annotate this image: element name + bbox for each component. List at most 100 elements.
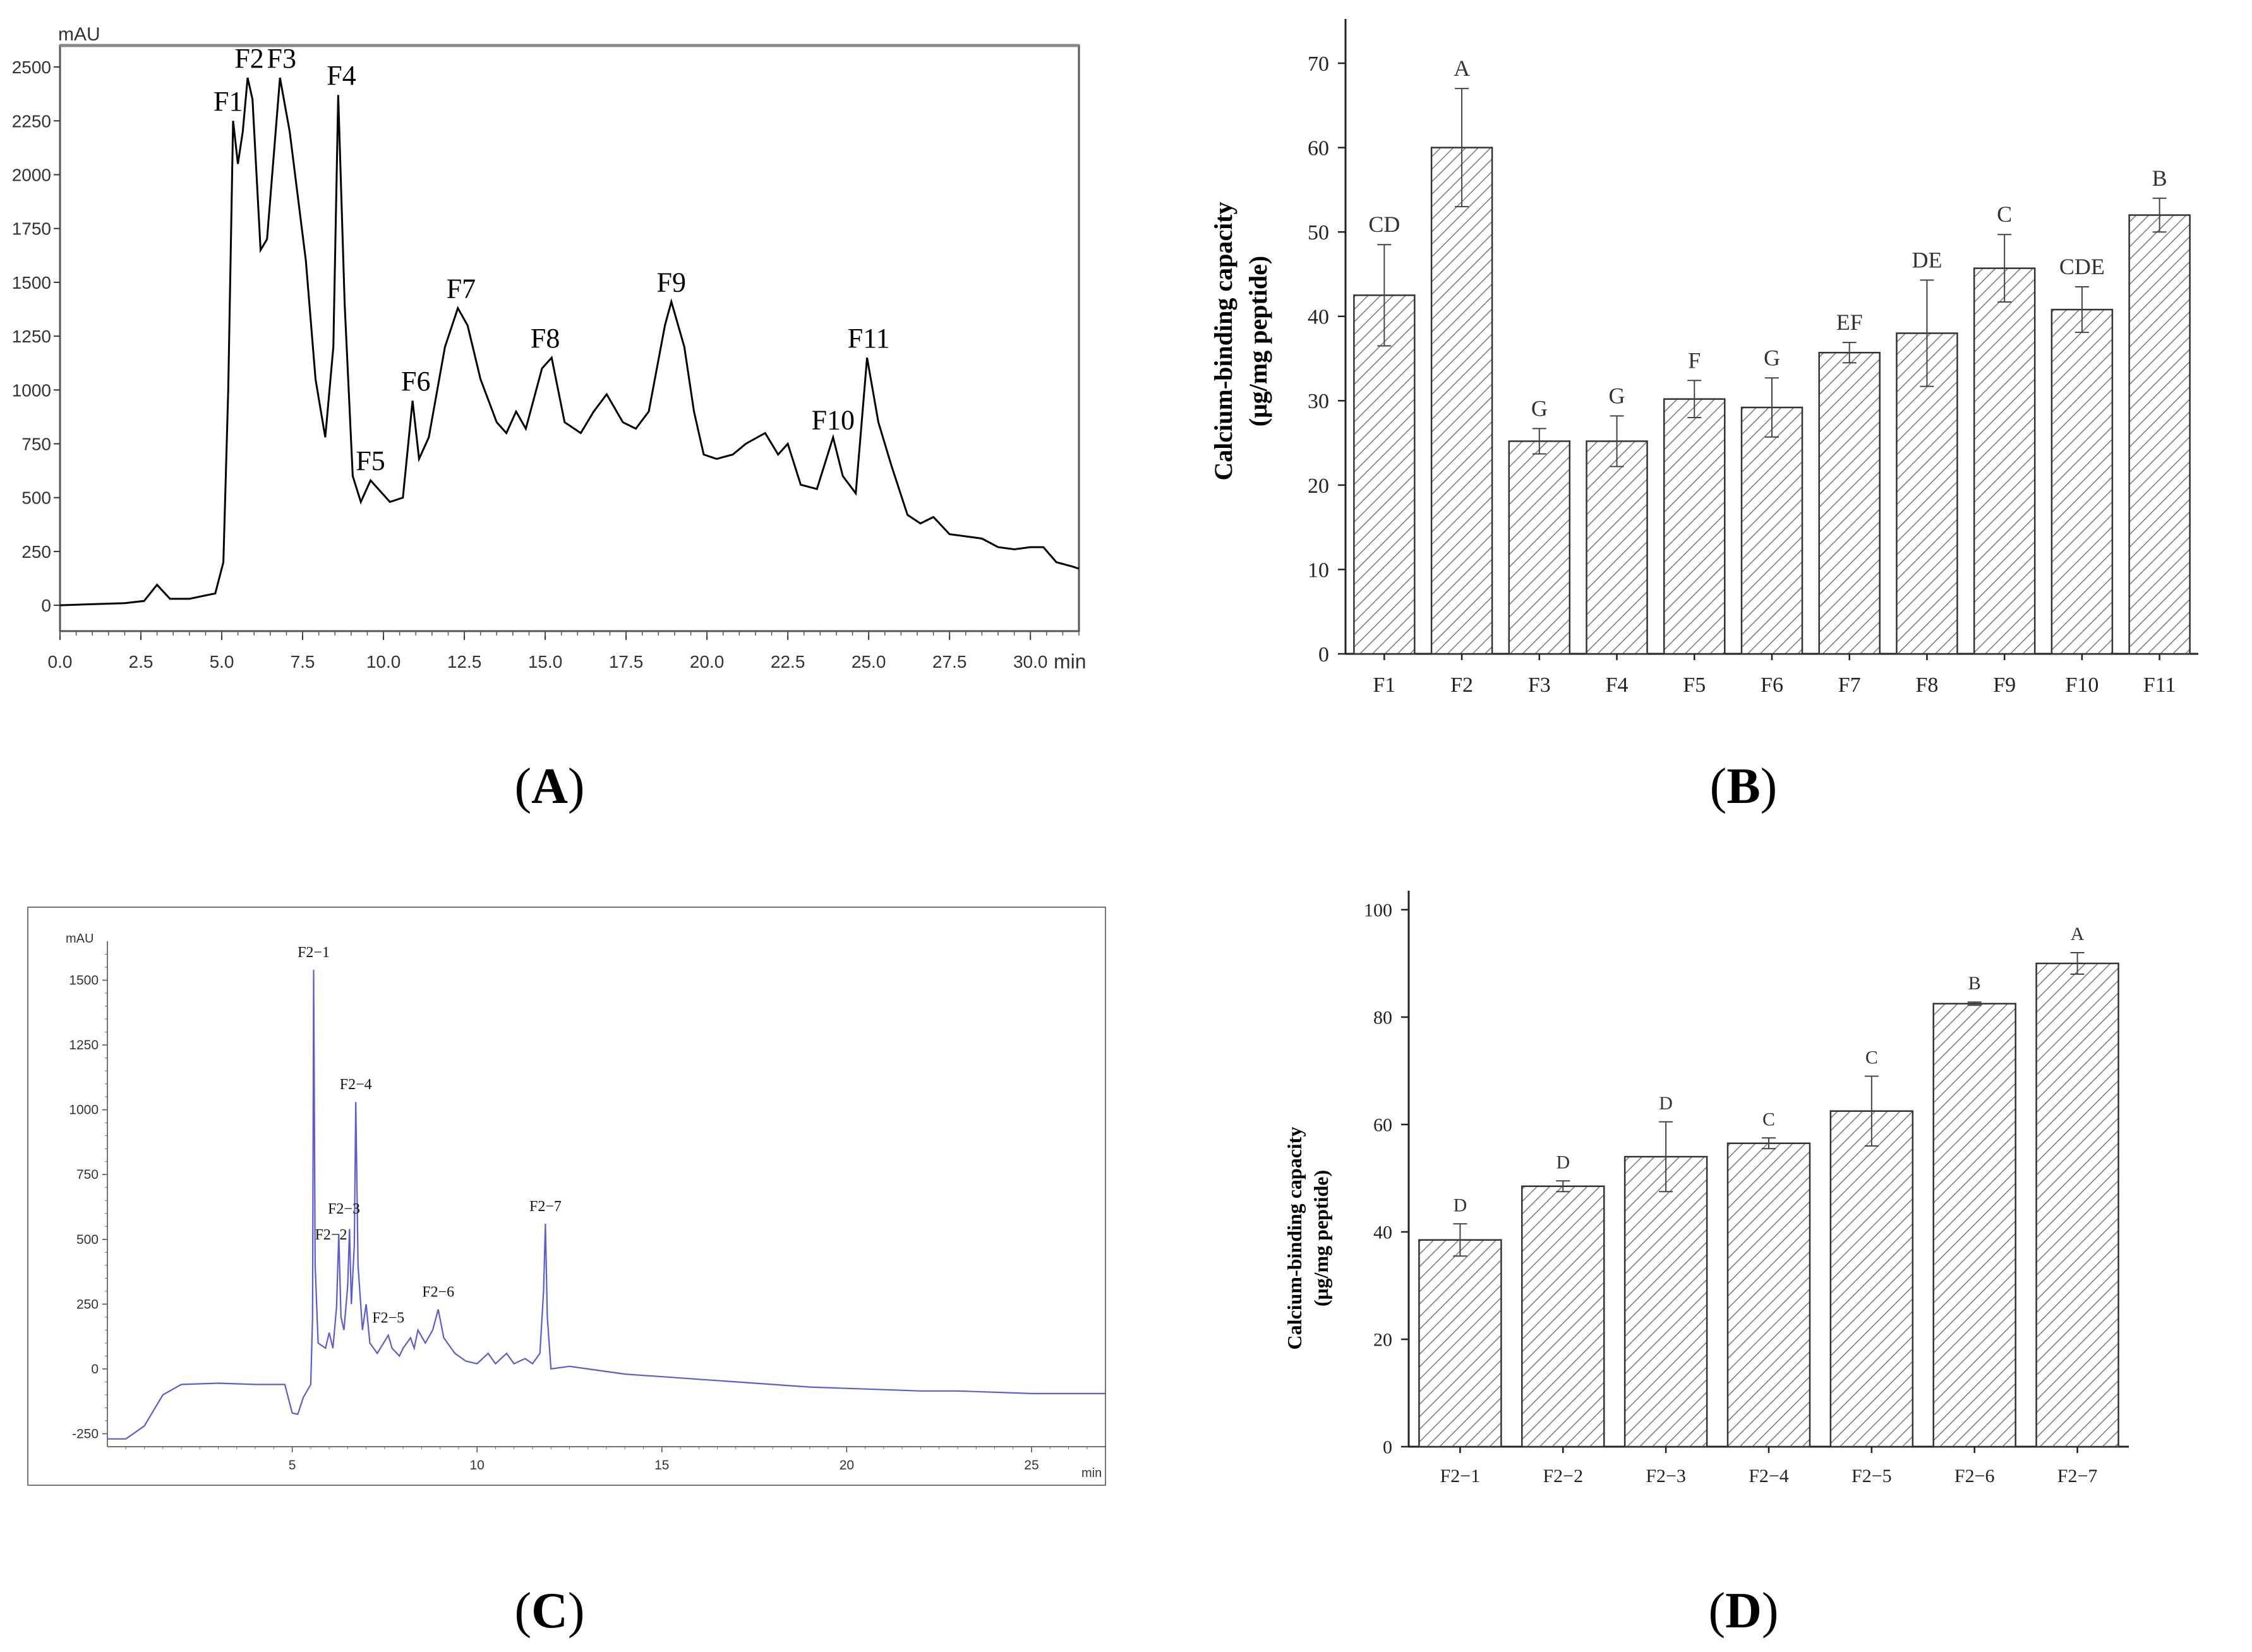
chart-b-significance-letter: G — [1609, 383, 1625, 408]
caption-c: (C) — [514, 1583, 585, 1639]
chart-d-ylabel-line2: (μg/mg peptide) — [1310, 1170, 1332, 1306]
chart-a-unit-label: mAU — [58, 24, 100, 45]
chart-a-peak-label: F4 — [327, 60, 356, 91]
chart-b-category-label: F3 — [1528, 673, 1551, 697]
chart-a-ytick-label: 250 — [21, 542, 51, 562]
chart-d-category-label: F2−6 — [1954, 1466, 1995, 1486]
chart-c-ytick-label: 1500 — [69, 974, 99, 988]
chart-c-ytick-label: -250 — [72, 1426, 99, 1441]
chart-a-xtick-label: 0.0 — [48, 652, 73, 672]
chart-b-bar — [2050, 308, 2114, 655]
caption-d-letter: D — [1725, 1583, 1762, 1639]
chart-b-significance-letter: A — [1454, 56, 1470, 81]
chart-b-bar — [1663, 398, 1726, 655]
chart-a-peak-label: F5 — [356, 445, 385, 476]
caption-d: (D) — [1708, 1583, 1779, 1639]
chart-c-chromatogram: mAU min -250 0 250 500 750 1000 1250 1500 5 10 15 2… — [27, 907, 1106, 1486]
chart-d-category-label: F2−5 — [1852, 1466, 1892, 1486]
chart-c-peak-label: F2−1 — [298, 944, 330, 961]
chart-c-xtick-label: 25 — [1024, 1458, 1039, 1473]
chart-d-bar-chart: Calcium-binding capacity (μg/mg peptide)… — [1283, 891, 2129, 1486]
chart-c-ytick-label: 1250 — [69, 1038, 99, 1052]
chart-c-x-unit-label: min — [1081, 1466, 1102, 1480]
chart-c-ytick-label: 500 — [76, 1233, 99, 1247]
chart-d-significance-letter: C — [1762, 1109, 1775, 1130]
chart-a-peak-label: F9 — [657, 267, 686, 298]
chart-b-ytick-label: 70 — [1308, 52, 1329, 76]
chart-d-significance-letter: A — [2071, 924, 2085, 944]
chart-a-ytick-label: 2250 — [12, 111, 51, 131]
chart-d-bar — [1521, 1185, 1605, 1448]
caption-c-letter: C — [531, 1583, 568, 1639]
chart-a-xtick-label: 5.0 — [210, 652, 234, 672]
chart-b-bar — [1586, 440, 1648, 655]
chart-b-category-label: F9 — [1993, 673, 2016, 697]
chart-d-category-label: F2−4 — [1749, 1466, 1789, 1486]
chart-d-ytick-label: 60 — [1373, 1115, 1392, 1136]
chart-a-xtick-label: 2.5 — [129, 652, 154, 672]
chart-a-series-line — [59, 77, 1080, 606]
chart-d-ytick-label: 100 — [1364, 900, 1392, 921]
chart-d-bar — [1623, 1155, 1708, 1448]
chart-b-significance-letter: B — [2152, 166, 2167, 191]
chart-c-xtick-label: 20 — [840, 1458, 854, 1473]
chart-a-peak-label: F6 — [401, 366, 430, 397]
chart-d-ytick-label: 40 — [1373, 1222, 1392, 1243]
chart-a-peak-label: F10 — [812, 404, 855, 435]
chart-a-xtick-label: 15.0 — [528, 652, 563, 672]
chart-d-significance-letter: D — [1556, 1152, 1570, 1173]
chart-b-category-label: F11 — [2143, 673, 2176, 697]
chart-b-category-label: F10 — [2065, 673, 2098, 697]
chart-b-significance-letter: EF — [1836, 310, 1863, 335]
chart-c-ytick-label: 1000 — [69, 1103, 99, 1118]
chart-b-bar — [1353, 294, 1416, 655]
chart-c-peak-label: F2−6 — [422, 1284, 454, 1300]
chart-a-peak-label: F8 — [531, 323, 560, 354]
caption-b-letter: B — [1726, 759, 1761, 814]
chart-d-ytick-label: 80 — [1373, 1008, 1392, 1028]
chart-d-significance-letter: B — [1968, 973, 1981, 994]
chart-a-peak-label: F11 — [848, 323, 890, 354]
chart-b-significance-letter: CDE — [2059, 254, 2105, 279]
chart-a-xtick-label: 27.5 — [932, 652, 967, 672]
chart-d-bar — [1932, 1003, 2016, 1448]
chart-b-category-label: F4 — [1606, 673, 1629, 697]
chart-c-peak-label: F2−2 — [315, 1227, 347, 1243]
chart-a-xtick-label: 30.0 — [1013, 652, 1048, 672]
chart-a-ytick-label: 0 — [41, 596, 51, 615]
chart-a-ytick-label: 1500 — [12, 273, 51, 292]
chart-b-bar-chart: Calcium-binding capacity (μg/mg peptide)… — [1209, 19, 2198, 697]
chart-a-xtick-label: 10.0 — [366, 652, 401, 672]
chart-b-ytick-label: 40 — [1308, 306, 1329, 329]
caption-b: (B) — [1709, 759, 1778, 814]
chart-b-bar — [1818, 351, 1881, 655]
chart-b-category-label: F5 — [1683, 673, 1706, 697]
chart-a-peak-label: F1 — [214, 86, 243, 117]
chart-d-category-label: F2−2 — [1543, 1466, 1583, 1486]
chart-b-category-label: F8 — [1915, 673, 1938, 697]
chart-a-xtick-label: 22.5 — [771, 652, 805, 672]
chart-c-xtick-label: 5 — [289, 1458, 296, 1473]
chart-b-category-label: F7 — [1838, 673, 1861, 697]
chart-b-bar — [1508, 440, 1571, 655]
chart-c-frame — [27, 907, 1106, 1486]
chart-c-xtick-label: 15 — [654, 1458, 669, 1473]
chart-a-ytick-label: 1000 — [12, 380, 51, 400]
chart-b-ytick-label: 30 — [1308, 390, 1329, 413]
chart-d-ytick-label: 0 — [1383, 1437, 1392, 1458]
chart-a-xtick-label: 25.0 — [852, 652, 886, 672]
chart-b-ytick-label: 60 — [1308, 137, 1329, 160]
chart-c-peak-label: F2−4 — [340, 1076, 372, 1093]
chart-a-ytick-label: 750 — [21, 434, 51, 454]
chart-b-significance-letter: DE — [1912, 247, 1942, 272]
chart-a-ytick-label: 2500 — [12, 57, 51, 77]
chart-a-peak-label: F2 — [234, 43, 263, 74]
chart-c-unit-label: mAU — [66, 932, 93, 946]
chart-d-bar — [1418, 1239, 1502, 1448]
chart-d-bar — [2035, 962, 2119, 1448]
chart-b-bar — [1430, 147, 1493, 655]
chart-d-bar — [1829, 1110, 1914, 1448]
chart-d-category-label: F2−3 — [1646, 1466, 1686, 1486]
chart-b-significance-letter: C — [1997, 202, 2012, 227]
chart-d-category-label: F2−1 — [1440, 1466, 1481, 1486]
